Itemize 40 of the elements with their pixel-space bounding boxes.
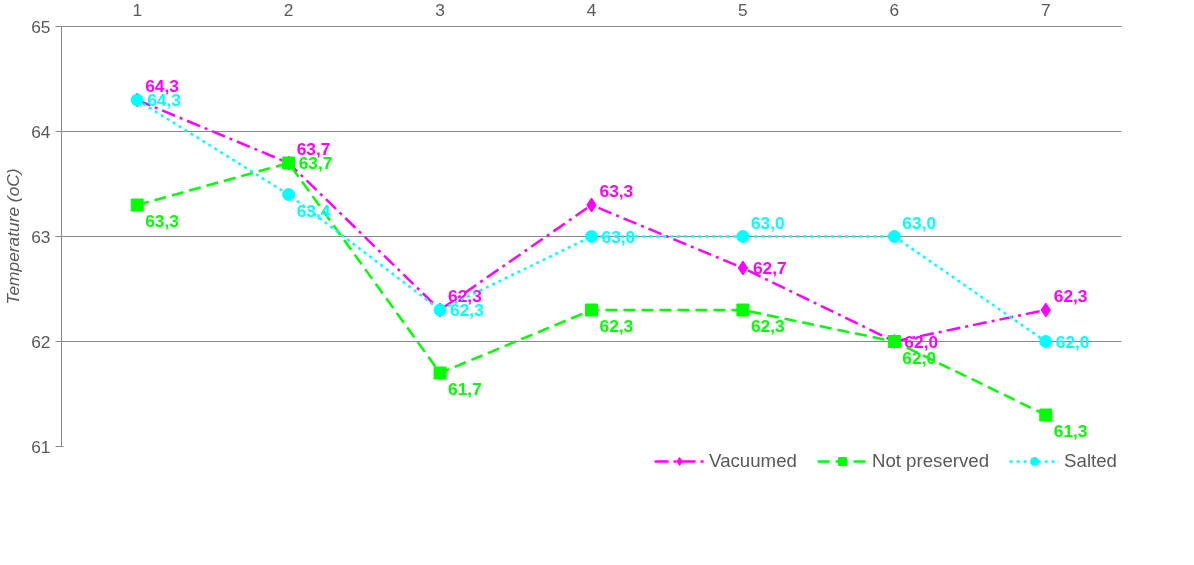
legend-label: Salted <box>1064 450 1117 472</box>
data-label: 62,3 <box>599 316 634 336</box>
legend-label: Not preserved <box>871 450 990 472</box>
point <box>1039 335 1053 348</box>
data-label: 63,0 <box>750 212 785 233</box>
legend-label: Vacuumed <box>709 450 797 472</box>
point <box>585 303 598 317</box>
point <box>282 188 296 201</box>
point <box>1039 408 1053 422</box>
point <box>737 260 749 276</box>
y-tick-label: 63 <box>31 226 51 247</box>
data-label: 61,3 <box>1053 421 1088 441</box>
data-label: 61,7 <box>448 379 482 399</box>
x-tick-label: 3 <box>435 0 445 20</box>
point <box>433 366 447 380</box>
point <box>585 230 598 243</box>
point <box>736 303 750 317</box>
data-label: 62,0 <box>1055 331 1090 352</box>
x-tick-label: 5 <box>738 0 748 20</box>
data-label: 62,3 <box>1053 286 1088 306</box>
x-tick-label: 6 <box>889 0 900 20</box>
x-tick-label: 1 <box>132 0 143 20</box>
y-axis-title: Temperature (oC) <box>3 168 24 305</box>
data-label: 63,4 <box>296 200 331 221</box>
y-tick-label: 61 <box>31 436 51 457</box>
point <box>887 230 901 243</box>
x-tick-label: 7 <box>1040 0 1051 20</box>
data-label: 63,0 <box>601 226 636 247</box>
data-label: 62,7 <box>752 258 787 278</box>
y-tick-label: 62 <box>31 331 51 352</box>
data-label: 63,0 <box>902 212 937 233</box>
data-label: 63,3 <box>145 211 180 231</box>
point <box>736 230 750 243</box>
y-tick-label: 65 <box>31 16 51 37</box>
data-label: 63,3 <box>599 181 634 201</box>
x-tick-label: 4 <box>586 0 597 20</box>
data-label: 62,3 <box>750 316 786 336</box>
point <box>130 198 144 212</box>
y-tick-label: 64 <box>31 121 51 142</box>
x-tick-label: 2 <box>283 0 294 20</box>
